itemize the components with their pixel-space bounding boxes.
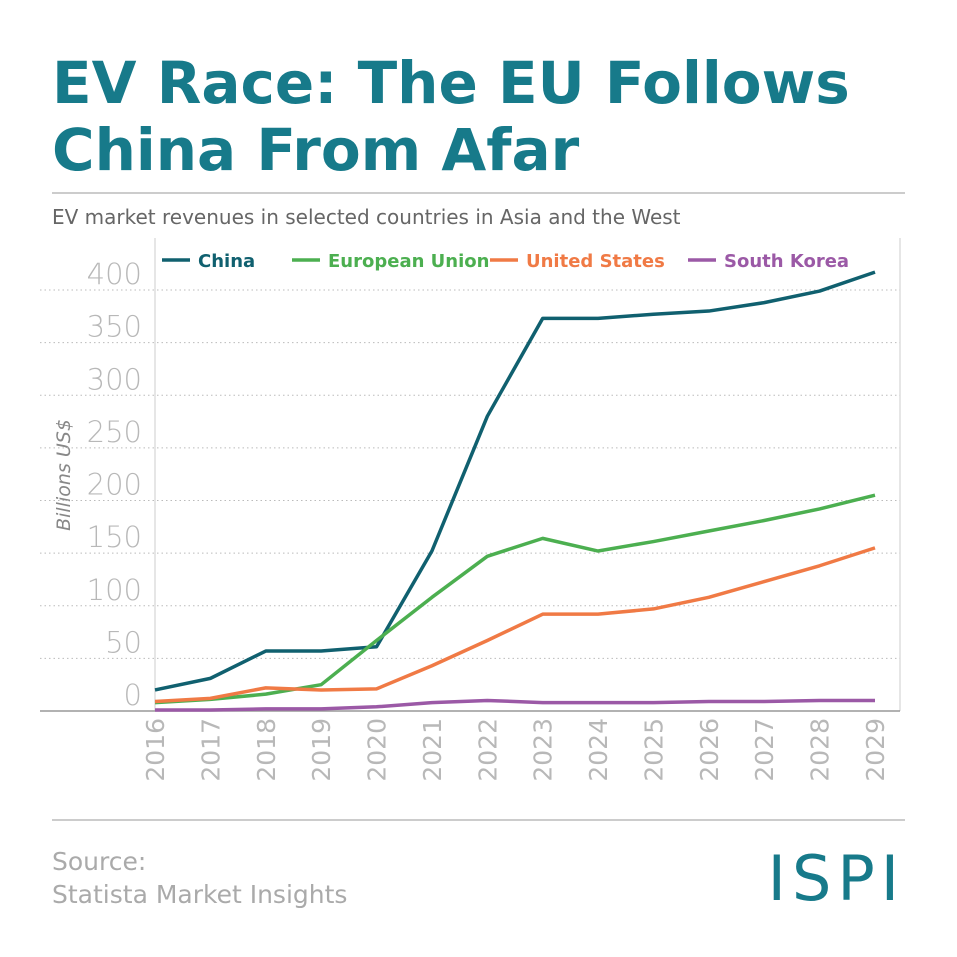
x-tick-label: 2021 [418,718,447,782]
series-line [155,698,875,712]
subtitle: EV market revenues in selected countries… [52,205,681,229]
chart-title: China From Afar [52,116,580,184]
y-tick-label: 100 [87,573,142,607]
legend-label: United States [526,251,665,272]
y-tick-label: 200 [87,468,142,502]
x-tick-label: 2017 [196,718,225,782]
y-tick-label: 50 [105,625,142,659]
series-line [154,546,876,704]
y-tick-label: 300 [87,362,142,396]
y-tick-label: 350 [87,310,142,344]
chart-title: EV Race: The EU Follows [52,49,850,117]
x-tick-label: 2024 [584,718,613,782]
logo: ISPI [768,842,905,915]
source: Source: [52,847,146,876]
y-axis-label: Billions US$ [53,419,75,531]
legend-label: China [198,251,255,272]
x-tick-label: 2028 [806,718,835,782]
x-tick-label: 2025 [639,718,668,782]
legend-label: South Korea [724,251,849,272]
x-tick-label: 2020 [363,718,392,782]
y-tick-label: 150 [87,520,142,554]
source: Statista Market Insights [52,880,347,909]
y-tick-label: 400 [87,257,142,291]
x-tick-label: 2022 [473,718,502,782]
x-tick-label: 2026 [695,718,724,782]
y-tick-label: 250 [87,415,142,449]
x-tick-label: 2027 [750,718,779,782]
x-tick-label: 2019 [307,718,336,782]
x-tick-label: 2029 [861,718,890,782]
series-line [154,270,876,692]
series-line [154,493,876,705]
x-tick-label: 2023 [529,718,558,782]
x-tick-label: 2016 [141,718,170,782]
y-tick-label: 0 [124,678,142,712]
legend-label: European Union [328,251,489,272]
x-tick-label: 2018 [252,718,281,782]
